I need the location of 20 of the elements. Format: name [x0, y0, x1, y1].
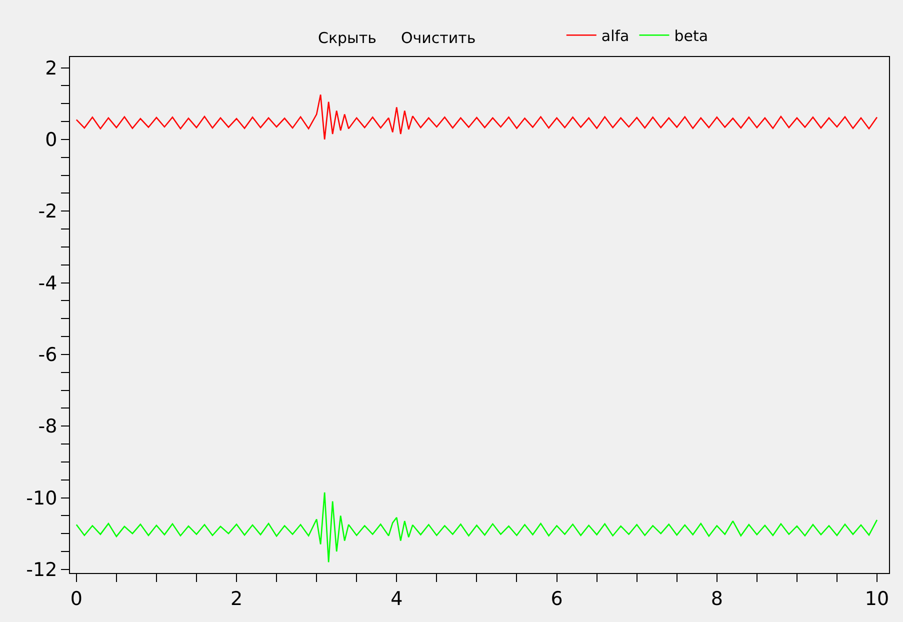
y-tick-label: -8	[38, 416, 58, 438]
x-tick-label: 0	[70, 588, 82, 610]
y-tick-label: 0	[45, 129, 58, 152]
x-tick-label: 4	[390, 588, 403, 610]
y-tick-label: -10	[26, 487, 58, 510]
x-tick-label: 8	[710, 588, 723, 610]
y-tick-label: -6	[38, 344, 58, 366]
y-tick-label: -2	[38, 200, 58, 223]
line-series	[76, 492, 878, 563]
y-tick-label: -12	[26, 559, 58, 582]
y-tick-label: 2	[45, 57, 58, 80]
legend-label: alfa	[601, 26, 630, 45]
text: Скрыть	[318, 29, 376, 47]
y-tick-label: -4	[38, 272, 58, 294]
text: Очистить	[401, 29, 476, 47]
x-tick-label: 2	[230, 588, 243, 610]
legend-label: beta	[674, 26, 708, 45]
line-series	[76, 94, 878, 140]
x-tick-label: 10	[864, 588, 890, 610]
x-tick-label: 6	[550, 588, 563, 610]
